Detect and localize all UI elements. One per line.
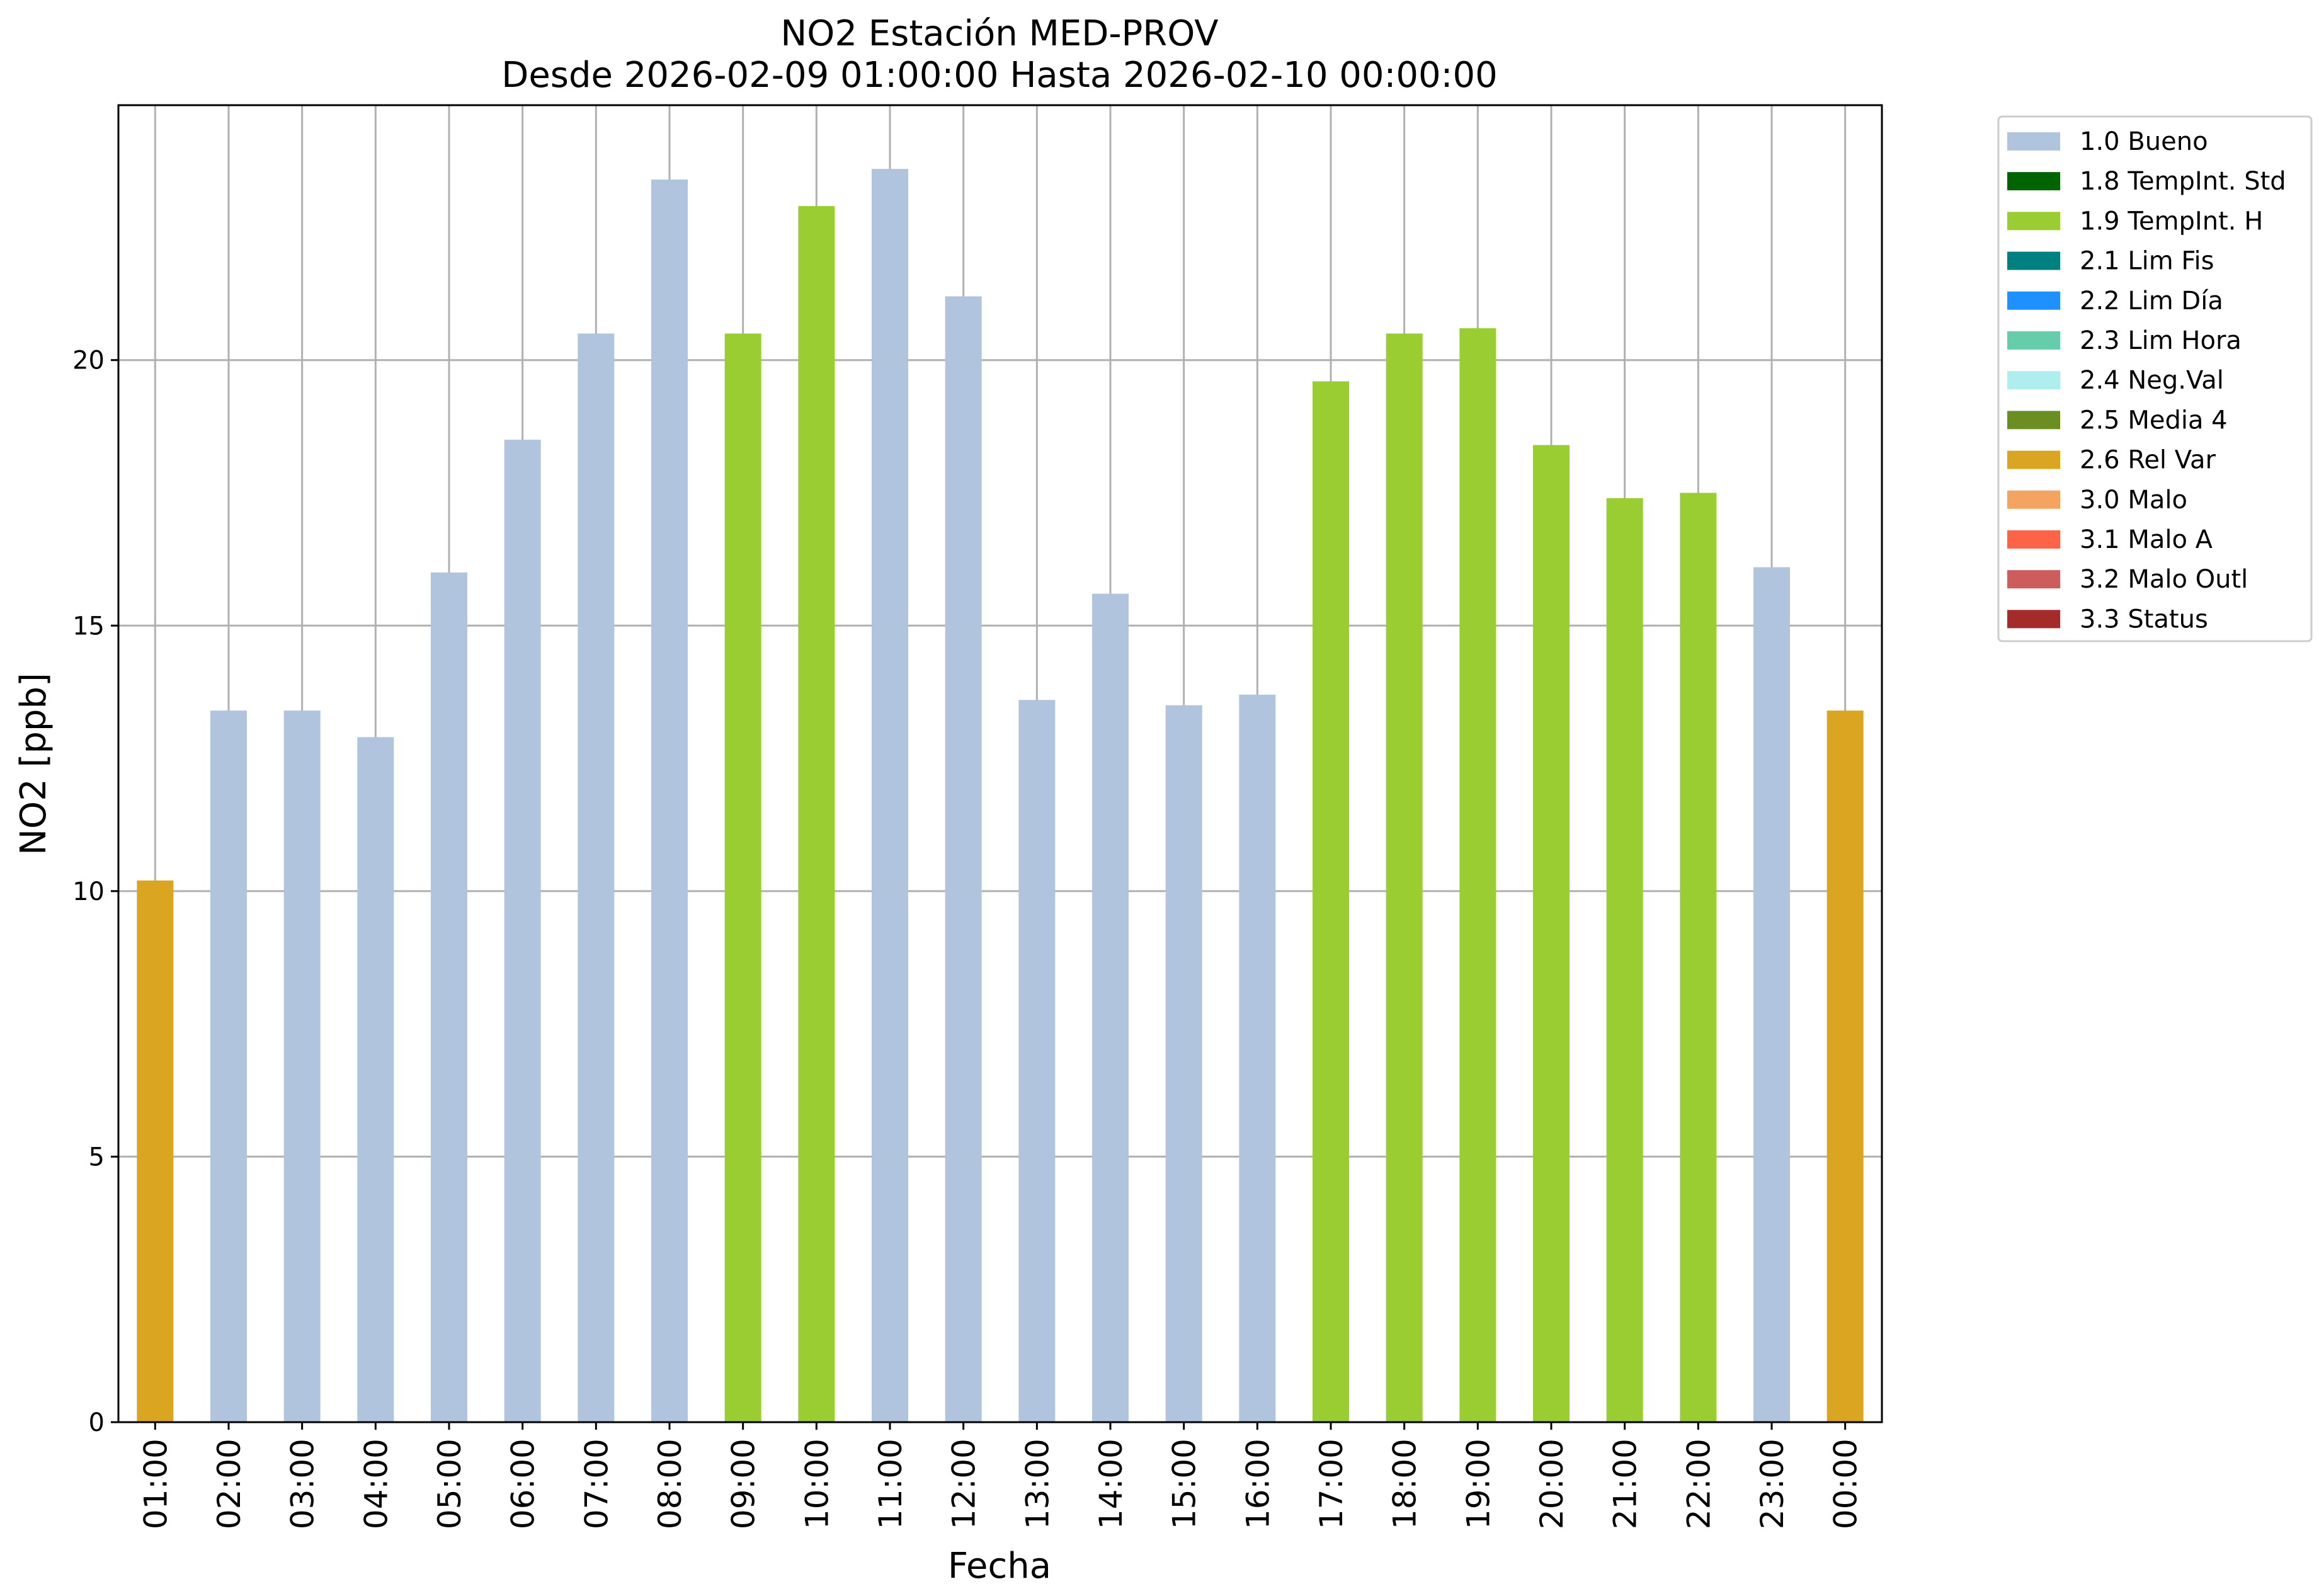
x-tick-label: 21:00 (1607, 1439, 1644, 1529)
legend-label: 3.2 Malo Outl (2080, 565, 2248, 594)
y-tick-label: 5 (89, 1143, 105, 1171)
bar (504, 440, 541, 1423)
bar (1533, 445, 1570, 1422)
x-tick-label: 07:00 (578, 1439, 615, 1529)
bar (1313, 381, 1349, 1422)
bar (1459, 328, 1496, 1422)
x-axis-ticks: 01:00 02:00 03:00 04:00 05:00 06:00 07:00 08:00… (137, 1422, 1864, 1529)
x-tick-label: 09:00 (726, 1439, 762, 1529)
x-tick-label: 11:00 (872, 1439, 909, 1529)
bars (137, 169, 1864, 1423)
bar (431, 572, 467, 1422)
bar (1680, 493, 1717, 1422)
x-tick-label: 10:00 (799, 1439, 835, 1529)
x-tick-label: 08:00 (652, 1439, 688, 1529)
x-tick-label: 23:00 (1754, 1439, 1791, 1529)
bar (872, 169, 908, 1422)
legend-swatch (2007, 450, 2060, 469)
bar (210, 710, 247, 1422)
bar (1092, 593, 1129, 1422)
legend-swatch (2007, 212, 2060, 231)
legend-label: 1.8 TempInt. Std (2080, 167, 2286, 196)
legend-label: 2.2 Lim Día (2080, 287, 2223, 316)
x-tick-label: 15:00 (1166, 1439, 1203, 1529)
bar (137, 880, 174, 1422)
y-tick-label: 15 (72, 612, 105, 641)
x-tick-label: 20:00 (1534, 1439, 1570, 1529)
bar (1606, 498, 1643, 1422)
x-axis-label: Fecha (948, 1546, 1051, 1587)
bar (798, 206, 835, 1423)
legend-label: 3.1 Malo A (2080, 525, 2213, 554)
bar (724, 333, 761, 1422)
x-tick-label: 17:00 (1313, 1439, 1350, 1529)
bar (1018, 700, 1056, 1422)
x-tick-label: 04:00 (358, 1439, 394, 1529)
legend-swatch (2007, 371, 2060, 390)
x-tick-label: 18:00 (1387, 1439, 1423, 1529)
y-axis-label: NO2 [ppb] (13, 673, 54, 855)
legend: 1.0 Bueno 1.8 TempInt. Std 1.9 TempInt. H 2… (1997, 115, 2313, 642)
legend-swatch (2007, 251, 2060, 270)
legend-label: 2.3 Lim Hora (2080, 326, 2242, 355)
legend-swatch (2007, 331, 2060, 350)
bar (1165, 705, 1202, 1422)
legend-box (1997, 115, 2313, 642)
legend-label: 1.0 Bueno (2080, 127, 2208, 156)
legend-swatch (2007, 172, 2060, 191)
bar (651, 180, 688, 1423)
bar (1753, 567, 1790, 1422)
x-tick-label: 02:00 (211, 1439, 248, 1529)
legend-label: 3.0 Malo (2080, 486, 2187, 515)
bar (1239, 694, 1276, 1422)
x-tick-label: 19:00 (1460, 1439, 1496, 1529)
legend-label: 3.3 Status (2080, 605, 2208, 634)
x-tick-label: 22:00 (1680, 1439, 1717, 1529)
chart-subtitle: Desde 2026-02-09 01:00:00 Hasta 2026-02-… (501, 55, 1498, 96)
legend-swatch (2007, 530, 2060, 549)
legend-label: 2.5 Media 4 (2080, 406, 2228, 435)
bar (1386, 333, 1423, 1422)
x-tick-label: 13:00 (1019, 1439, 1056, 1529)
y-tick-label: 20 (72, 346, 105, 375)
bar (357, 737, 394, 1422)
legend-swatch (2007, 610, 2060, 629)
x-tick-label: 16:00 (1239, 1439, 1276, 1529)
legend-label: 1.9 TempInt. H (2080, 207, 2263, 236)
x-tick-label: 00:00 (1828, 1439, 1864, 1529)
x-tick-label: 06:00 (505, 1439, 542, 1529)
legend-swatch (2007, 132, 2060, 151)
y-axis-ticks: 0 5 10 15 20 (72, 346, 118, 1437)
plot-frame (117, 104, 1883, 1423)
chart-title: NO2 Estación MED-PROV (780, 13, 1218, 54)
bar (283, 710, 321, 1422)
x-tick-label: 14:00 (1093, 1439, 1129, 1529)
legend-swatch (2007, 490, 2060, 509)
legend-label: 2.6 Rel Var (2080, 446, 2216, 475)
x-tick-label: 12:00 (946, 1439, 983, 1529)
x-tick-label: 01:00 (137, 1439, 174, 1529)
legend-label: 2.4 Neg.Val (2080, 366, 2224, 395)
legend-swatch (2007, 411, 2060, 430)
legend-label: 2.1 Lim Fis (2080, 247, 2214, 276)
bar (945, 296, 982, 1423)
bar (578, 333, 615, 1422)
legend-swatch (2007, 291, 2060, 310)
y-tick-label: 10 (72, 877, 105, 906)
legend-swatch (2007, 570, 2060, 589)
x-tick-label: 05:00 (431, 1439, 468, 1529)
bar (1826, 710, 1864, 1422)
x-tick-label: 03:00 (285, 1439, 321, 1529)
y-tick-label: 0 (89, 1408, 105, 1437)
